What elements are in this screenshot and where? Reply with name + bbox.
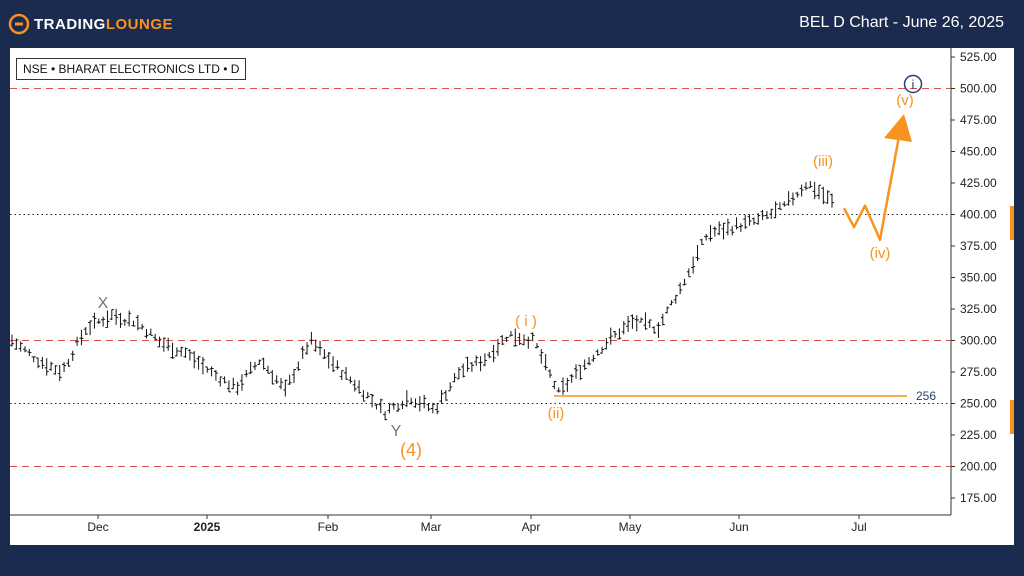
wave-label-v: (v) bbox=[896, 92, 914, 109]
logo-text: TRADINGLOUNGE bbox=[34, 16, 173, 33]
wave-label-i: ( i ) bbox=[515, 313, 537, 330]
wave-label-blue-circle bbox=[903, 74, 923, 94]
y-tick-label: 375.00 bbox=[960, 239, 997, 253]
x-tick-label: 2025 bbox=[194, 520, 221, 534]
y-tick-label: 400.00 bbox=[960, 208, 997, 222]
wave-label-y: Y bbox=[391, 423, 402, 440]
wave-label-iv: (iv) bbox=[870, 245, 891, 262]
logo-lounge: LOUNGE bbox=[105, 15, 173, 33]
y-tick-label: 500.00 bbox=[960, 82, 997, 96]
chart-area[interactable]: 525.00 500.00 475.00 450.00 425.00 400.00 375.… bbox=[10, 48, 1014, 545]
y-tick-label: 250.00 bbox=[960, 397, 997, 411]
wave-label-ii: (ii) bbox=[548, 405, 565, 422]
y-tick-label: 175.00 bbox=[960, 491, 997, 505]
x-tick-label: Apr bbox=[522, 520, 541, 534]
logo: TRADINGLOUNGE bbox=[8, 10, 173, 38]
x-tick-label: Mar bbox=[421, 520, 442, 534]
x-tick-label: Jun bbox=[729, 520, 748, 534]
y-tick-label: 475.00 bbox=[960, 113, 997, 127]
wave-label-iii: (iii) bbox=[813, 153, 833, 170]
support-label: 256 bbox=[916, 389, 936, 403]
y-tick-label: 325.00 bbox=[960, 302, 997, 316]
projection-arrowhead bbox=[884, 114, 912, 142]
y-tick-label: 275.00 bbox=[960, 365, 997, 379]
chart-title: BEL D Chart - June 26, 2025 bbox=[799, 14, 1004, 31]
x-tick-label: Dec bbox=[87, 520, 108, 534]
y-tick-label: 525.00 bbox=[960, 50, 997, 64]
wave-label-x: X bbox=[98, 295, 109, 312]
wave-label-4: (4) bbox=[400, 440, 422, 460]
right-marker bbox=[1010, 206, 1014, 240]
y-tick-label: 425.00 bbox=[960, 176, 997, 190]
x-tick-label: Feb bbox=[318, 520, 339, 534]
logo-trading: TRADING bbox=[34, 15, 106, 33]
logo-icon bbox=[8, 13, 30, 35]
symbol-label: NSE • BHARAT ELECTRONICS LTD • D bbox=[16, 58, 247, 80]
y-tick-label: 200.00 bbox=[960, 460, 997, 474]
y-tick-label: 450.00 bbox=[960, 145, 997, 159]
chart-svg[interactable]: 525.00 500.00 475.00 450.00 425.00 400.00 375.… bbox=[10, 48, 1014, 545]
x-tick-label: May bbox=[619, 520, 642, 534]
wave-label-blue-i: i bbox=[912, 77, 915, 92]
x-tick-label: Jul bbox=[851, 520, 866, 534]
right-marker bbox=[1010, 400, 1014, 434]
header: TRADINGLOUNGE BEL D Chart - June 26, 202… bbox=[0, 0, 1024, 48]
y-tick-label: 300.00 bbox=[960, 334, 997, 348]
y-tick-label: 225.00 bbox=[960, 428, 997, 442]
y-tick-label: 350.00 bbox=[960, 271, 997, 285]
projection-path bbox=[842, 119, 904, 241]
